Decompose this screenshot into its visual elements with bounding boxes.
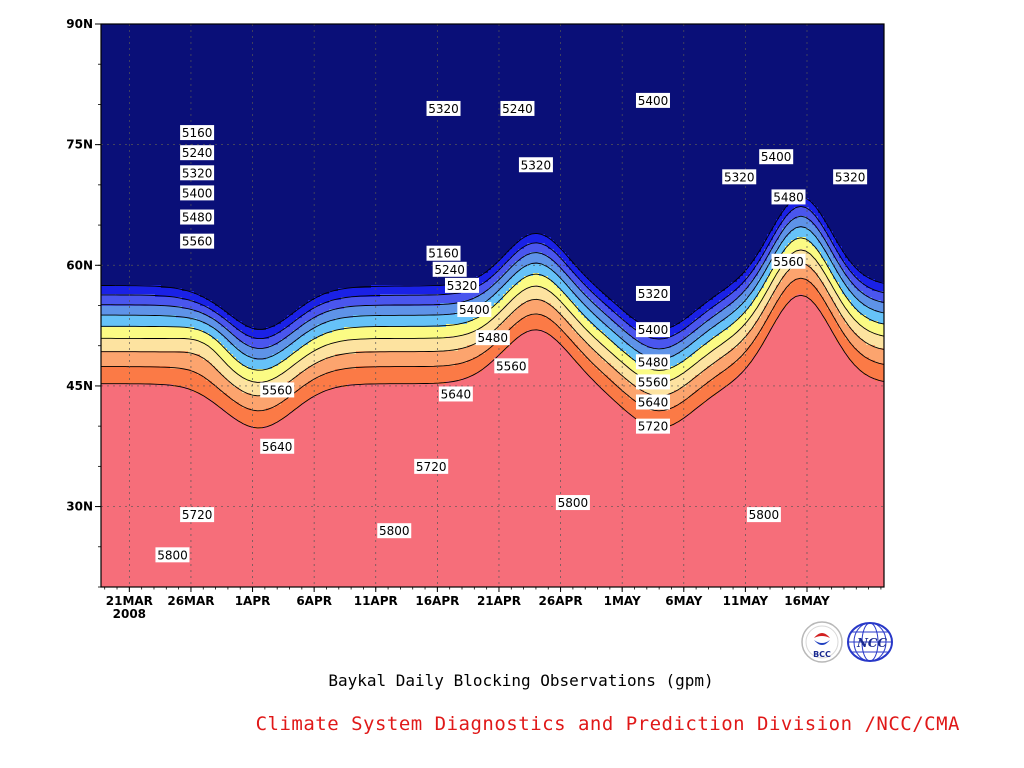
contour-label: 5320 <box>636 286 670 301</box>
ncc-logo: NCC <box>846 620 894 664</box>
contour-label: 5160 <box>180 125 214 140</box>
contour-label: 5560 <box>494 358 528 373</box>
x-tick-label: 1MAY <box>604 594 641 608</box>
contour-label: 5320 <box>427 101 461 116</box>
x-tick-label: 11MAY <box>723 594 769 608</box>
x-tick-label: 21APR <box>477 594 521 608</box>
x-year-label: 2008 <box>113 607 146 621</box>
x-axis: 21MAR 26MAR 1APR 6APR 11APR 16APR 21APR 26APR 1M… <box>105 587 881 621</box>
contour-label: 5480 <box>180 210 214 225</box>
x-tick-label: 16APR <box>415 594 459 608</box>
bcc-logo-text: BCC <box>813 650 831 659</box>
ncc-logo-text: NCC <box>856 636 888 650</box>
contour-label: 5640 <box>260 439 294 454</box>
contour-label: 5800 <box>377 523 411 538</box>
contour-label: 5320 <box>519 157 553 172</box>
y-axis: 30N 45N 60N 75N 90N <box>66 17 101 587</box>
chart-title: Baykal Daily Blocking Observations (gpm) <box>0 671 1024 690</box>
x-tick-label: 26MAR <box>167 594 214 608</box>
contour-label: 5320 <box>445 278 479 293</box>
contour-label: 5560 <box>636 374 670 389</box>
contour-label: 5720 <box>414 459 448 474</box>
contour-label: 5320 <box>833 169 867 184</box>
contour-label: 5480 <box>636 354 670 369</box>
y-tick-label: 45N <box>66 379 93 393</box>
y-tick-label: 30N <box>66 500 93 514</box>
x-tick-label: 6APR <box>296 594 332 608</box>
x-tick-label: 21MAR <box>106 594 153 608</box>
contour-label: 5480 <box>476 330 510 345</box>
bcc-logo: BCC <box>800 620 844 664</box>
y-tick-label: 75N <box>66 138 93 152</box>
x-tick-label: 6MAY <box>665 594 702 608</box>
contour-label: 5400 <box>636 322 670 337</box>
x-tick-label: 1APR <box>235 594 271 608</box>
contour-label: 5240 <box>433 262 467 277</box>
contour-label: 5560 <box>180 234 214 249</box>
contour-label: 5400 <box>457 302 491 317</box>
contour-label: 5240 <box>180 145 214 160</box>
x-tick-label: 11APR <box>354 594 398 608</box>
contour-label: 5320 <box>180 165 214 180</box>
contour-label: 5320 <box>722 169 756 184</box>
x-tick-label: 26APR <box>539 594 583 608</box>
footer-credit: Climate System Diagnostics and Predictio… <box>256 713 960 735</box>
y-tick-label: 60N <box>66 258 93 272</box>
contour-label: 5400 <box>636 93 670 108</box>
contour-label: 5800 <box>747 507 781 522</box>
x-tick-label: 16MAY <box>784 594 830 608</box>
contour-label: 5400 <box>180 185 214 200</box>
contour-label: 5240 <box>500 101 534 116</box>
contour-label: 5800 <box>556 495 590 510</box>
contour-label: 5640 <box>439 386 473 401</box>
contour-label: 5480 <box>772 189 806 204</box>
contour-label: 5640 <box>636 395 670 410</box>
contour-label: 5800 <box>155 547 189 562</box>
contour-label: 5560 <box>772 254 806 269</box>
contour-label: 5720 <box>180 507 214 522</box>
contour-label: 5160 <box>427 246 461 261</box>
contour-label: 5400 <box>759 149 793 164</box>
contour-label: 5720 <box>636 419 670 434</box>
contour-fills <box>101 24 884 587</box>
contour-label: 5560 <box>260 382 294 397</box>
y-tick-label: 90N <box>66 17 93 31</box>
